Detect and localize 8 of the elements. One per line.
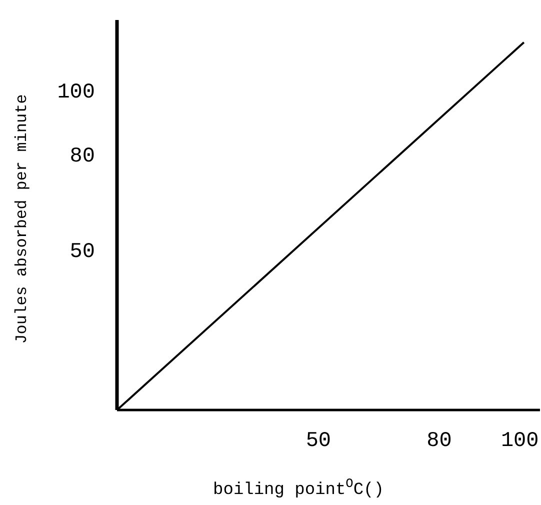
y-tick-label: 100 [57,81,95,104]
y-axis-title: Joules absorbed per minute [13,94,31,344]
y-tick-label: 80 [70,145,95,168]
x-tick-label: 100 [500,430,539,453]
y-tick-label: 50 [70,241,95,264]
x-tick-label: 50 [306,430,332,453]
x-axis-title: boiling point$^{O}$C() [213,476,384,500]
x-tick-label: 80 [426,430,452,453]
